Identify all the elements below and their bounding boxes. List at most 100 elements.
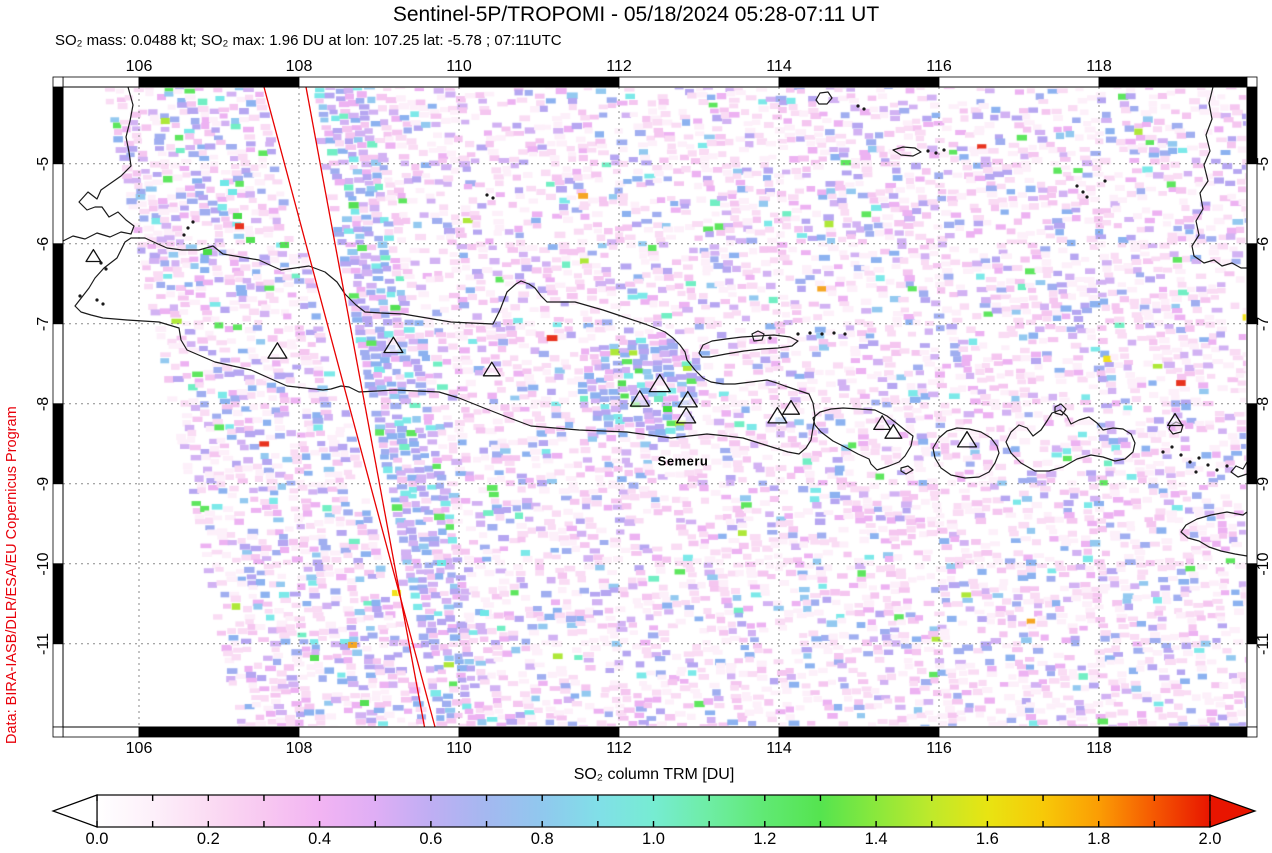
- colorbar-underflow-arrow: [51, 794, 98, 828]
- island-dot: [926, 149, 930, 153]
- island-dot: [104, 267, 108, 271]
- small-island-dots: [78, 104, 1229, 474]
- island-dot: [101, 302, 105, 306]
- coastline-lombok: [932, 427, 1000, 479]
- coastline-bali: [812, 407, 914, 471]
- island-dot: [1206, 463, 1210, 467]
- lat-tick-label-right: -5: [1255, 156, 1272, 171]
- lon-tick-label-bottom: 108: [285, 740, 313, 757]
- colorbar-tick-label: 1.6: [975, 830, 999, 848]
- island-dot: [768, 336, 772, 340]
- data-credit-text: Data: BIRA-IASB/DLR/ESA/EU Copernicus Pr…: [4, 406, 20, 744]
- lon-tick-label-bottom: 116: [926, 740, 952, 757]
- lat-tick-label-left: -8: [35, 396, 52, 411]
- island-dot: [1188, 460, 1192, 464]
- colorbar-tick-label: 0.4: [308, 830, 332, 848]
- right-border-segment: [1246, 643, 1258, 728]
- top-border-segment: [138, 76, 300, 88]
- island-dot: [1225, 464, 1229, 468]
- island-dot: [808, 331, 812, 335]
- map-frame-border: [52, 76, 1258, 738]
- right-border-segment: [1246, 403, 1258, 485]
- lat-tick-label-left: -11: [35, 632, 52, 655]
- volcano-marker: [1167, 412, 1183, 427]
- coastline-sumbawa: [1005, 409, 1136, 472]
- island-dot: [99, 261, 103, 265]
- volcano-marker: [383, 336, 404, 354]
- graticule-gridlines: [63, 87, 1247, 727]
- island-dot: [95, 298, 99, 302]
- volcano-marker: [781, 399, 801, 415]
- coastline-sumba: [1180, 511, 1248, 557]
- lon-tick-label-top: 118: [1086, 58, 1112, 75]
- lat-tick-label-right: -6: [1255, 236, 1272, 251]
- island-dot: [485, 193, 489, 197]
- volcano-marker: [629, 390, 650, 407]
- right-border-segment: [1246, 323, 1258, 405]
- swath-edge-red-line: [305, 86, 426, 728]
- volcano-marker: [648, 373, 671, 393]
- top-border-segment: [298, 76, 460, 88]
- island-dot: [78, 294, 82, 298]
- colorbar-tick-label: 0.6: [419, 830, 443, 848]
- island-dot: [1197, 456, 1201, 460]
- coastline-sulawesi: [1191, 86, 1247, 269]
- lat-tick-label-right: -10: [1255, 552, 1272, 576]
- left-border-segment: [52, 643, 64, 728]
- island-dot: [856, 104, 860, 108]
- bottom-border-segment: [298, 726, 460, 738]
- border-corner: [1246, 726, 1258, 738]
- border-corner: [52, 76, 64, 88]
- island-dot: [1170, 445, 1174, 449]
- left-border-segment: [52, 483, 64, 565]
- lat-tick-label-right: -8: [1255, 396, 1272, 411]
- lon-tick-label-top: 114: [766, 58, 792, 75]
- island-dot: [934, 151, 938, 155]
- lat-tick-label-left: -5: [35, 156, 52, 171]
- coastlines: [62, 86, 1248, 557]
- colorbar-tick-label: 1.4: [864, 830, 888, 848]
- coastline-nusa-penida: [900, 465, 914, 475]
- bottom-border-segment: [138, 726, 300, 738]
- bottom-border-segment: [458, 726, 620, 738]
- coastline-madura: [698, 334, 799, 358]
- lat-tick-label-left: -10: [35, 552, 52, 576]
- island-dot: [1161, 450, 1165, 454]
- volcano-marker: [85, 248, 102, 263]
- bottom-border-segment: [1098, 726, 1248, 738]
- island-dot: [796, 332, 800, 336]
- coastline-sumatra-tip: [62, 86, 135, 242]
- lon-tick-label-bottom: 118: [1086, 740, 1112, 757]
- colorbar-tick-label: 2.0: [1198, 830, 1222, 848]
- volcano-marker: [956, 430, 978, 448]
- lon-tick-label-top: 106: [125, 58, 153, 75]
- border-corner: [52, 726, 64, 738]
- island-dot: [182, 233, 186, 237]
- swath-edge-red-line: [263, 86, 436, 728]
- island-kangean: [892, 146, 922, 157]
- lat-tick-label-left: -7: [35, 316, 52, 331]
- lon-tick-label-top: 112: [606, 58, 632, 75]
- lon-tick-label-top: 116: [926, 58, 952, 75]
- island-dot: [186, 226, 190, 230]
- figure-title: Sentinel-5P/TROPOMI - 05/18/2024 05:28-0…: [392, 3, 880, 26]
- border-corner: [1246, 76, 1258, 88]
- left-border-segment: [52, 86, 64, 165]
- colorbar-tick-label: 1.8: [1087, 830, 1111, 848]
- lat-tick-label-right: -9: [1255, 476, 1272, 491]
- colorbar-tick-label: 0.8: [530, 830, 554, 848]
- lon-tick-label-bottom: 114: [766, 740, 792, 757]
- volcano-markers: [85, 248, 1183, 448]
- island-bawean: [815, 91, 833, 105]
- island-dot: [1215, 468, 1219, 472]
- left-border-segment: [52, 403, 64, 485]
- colorbar-title: SO₂ column TRM [DU]: [573, 766, 735, 783]
- island-dot: [832, 331, 836, 335]
- colorbar-scale: [51, 794, 1257, 828]
- volcano-marker: [677, 390, 698, 408]
- left-border-segment: [52, 563, 64, 645]
- left-border-segment: [52, 163, 64, 245]
